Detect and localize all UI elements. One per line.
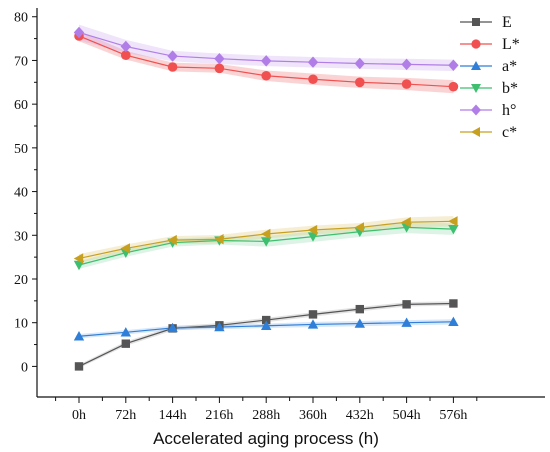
series-5-point <box>354 222 364 233</box>
series-1-point <box>355 77 365 88</box>
y-tick-label: 80 <box>14 11 28 26</box>
legend-label: E <box>502 14 512 31</box>
series-0-point <box>449 299 458 308</box>
series-1-point <box>167 62 178 72</box>
series-3-point <box>73 260 85 271</box>
x-tick-label: 504h <box>393 408 421 423</box>
series-4-point <box>307 56 319 68</box>
legend-marker <box>471 127 480 137</box>
legend-label: a* <box>502 58 517 75</box>
series-2-point <box>261 320 272 330</box>
series-5-point <box>120 243 130 254</box>
x-tick-label: 72h <box>115 408 136 423</box>
legend-item: a* <box>460 58 517 75</box>
series-markers <box>73 26 459 371</box>
y-tick-label: 0 <box>21 360 28 375</box>
series-0-point <box>402 300 411 309</box>
series-2-point <box>401 317 412 327</box>
series-4-point <box>354 57 365 70</box>
legend-item: L* <box>460 36 520 53</box>
x-tick-label: 144h <box>159 408 187 423</box>
series-0-point <box>308 310 318 319</box>
legend-label: b* <box>502 80 518 97</box>
series-2-point <box>354 318 365 328</box>
tick-labels: 0 10 20 30 40 50 60 70 80 0h 72h 144h 216h 288h 360h 43… <box>14 11 467 423</box>
series-2-point <box>307 319 319 329</box>
legend-label: c* <box>502 124 517 141</box>
x-tick-label: 360h <box>299 408 327 423</box>
legend: E L* a* b* h° c* <box>460 14 520 141</box>
legend-item: b* <box>460 80 518 97</box>
x-tick-label: 576h <box>439 408 467 423</box>
series-2-point <box>167 322 178 333</box>
legend-marker <box>471 39 481 49</box>
x-tick-label: 0h <box>72 408 86 423</box>
series-4-point <box>167 50 178 62</box>
y-tick-label: 30 <box>14 229 28 244</box>
series-4-point <box>401 58 412 71</box>
series-0-point <box>262 315 271 325</box>
y-tick-label: 10 <box>14 317 28 332</box>
axes <box>32 8 545 403</box>
series-2-point <box>214 321 225 332</box>
x-tick-label: 216h <box>205 408 233 423</box>
x-axis-title: Accelerated aging process (h) <box>153 429 379 448</box>
series-4-point <box>214 53 225 65</box>
legend-marker <box>471 84 481 93</box>
y-tick-label: 40 <box>14 186 28 201</box>
series-3-point <box>448 224 459 235</box>
x-tick-label: 288h <box>252 408 280 423</box>
series-5-point <box>167 234 177 246</box>
series-0-line <box>78 302 454 367</box>
series-1-point <box>308 74 318 85</box>
series-1-point <box>401 79 412 89</box>
y-tick-label: 60 <box>14 98 28 113</box>
series-0-confidence-band <box>79 301 454 369</box>
series-4-point <box>261 55 272 67</box>
legend-marker <box>471 61 481 70</box>
series-5-point <box>401 216 411 228</box>
series-0-point <box>74 362 84 371</box>
legend-marker <box>471 104 481 116</box>
y-tick-label: 20 <box>14 273 28 288</box>
series-5-point <box>448 216 458 227</box>
series-1-point <box>214 63 225 74</box>
series-3-point <box>261 237 272 247</box>
series-1-point <box>121 50 131 61</box>
y-tick-label: 50 <box>14 142 28 157</box>
series-5-point <box>214 234 224 245</box>
legend-label: h° <box>502 102 516 119</box>
series-3-point <box>307 232 319 242</box>
y-tick-label: 70 <box>14 54 28 69</box>
x-tick-label: 432h <box>346 408 374 423</box>
series-5-point <box>73 253 84 264</box>
series-0-point <box>355 304 364 314</box>
series-1-point <box>448 81 459 92</box>
series-2-point <box>73 331 85 341</box>
series-2-point <box>448 316 459 327</box>
legend-item: E <box>460 14 512 31</box>
series-0-point <box>121 339 130 348</box>
legend-label: L* <box>502 36 520 53</box>
legend-item: c* <box>460 124 517 141</box>
series-5-point <box>261 228 271 240</box>
series-2-point <box>120 327 131 337</box>
legend-marker <box>472 18 480 26</box>
series-1-point <box>261 70 272 81</box>
series-4-point <box>73 26 85 39</box>
series-5-point <box>307 224 318 236</box>
legend-item: h° <box>460 102 516 119</box>
series-4-point <box>120 40 131 53</box>
series-4-point <box>448 59 459 71</box>
